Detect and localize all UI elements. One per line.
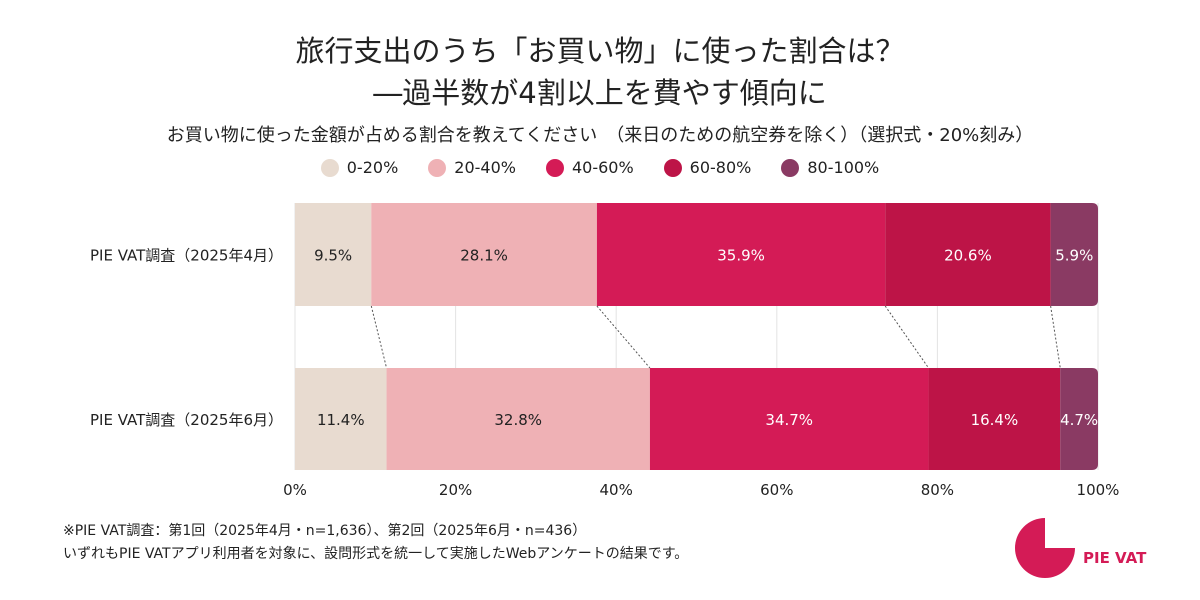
bar-segment (885, 203, 1051, 306)
bar-segment (928, 368, 1061, 470)
data-label: 28.1% (460, 247, 508, 265)
footnotes: ※PIE VAT調査：第1回（2025年4月・n=1,636）、第2回（2025… (63, 520, 688, 566)
chart-title-line2: ―過半数が4割以上を費やす傾向に (373, 76, 827, 110)
bar-segment (649, 368, 929, 470)
data-label: 9.5% (314, 247, 352, 265)
footnote: ※PIE VAT調査：第1回（2025年4月・n=1,636）、第2回（2025… (63, 523, 587, 539)
stacked-bar-chart: 0% 20% 40% 60% 80% 100% PIE VAT調査（2025年4月） 9.5%… (90, 203, 1120, 499)
x-tick-label: 40% (600, 481, 633, 499)
pie-vat-logo-icon (1015, 518, 1075, 578)
logo-text: PIE VAT (1083, 549, 1147, 567)
legend-item: 60-80% (663, 158, 752, 177)
legend-label: 0-20% (346, 158, 399, 177)
legend-swatch (320, 158, 339, 177)
connector-line (596, 305, 651, 369)
connector-line (1050, 305, 1061, 369)
x-tick-label: 0% (283, 481, 307, 499)
legend-item: 20-40% (428, 158, 516, 177)
connector-line (884, 305, 929, 369)
data-label: 16.4% (971, 411, 1019, 429)
bar-segment (295, 368, 387, 470)
x-tick-label: 80% (921, 481, 954, 499)
legend-swatch (663, 158, 682, 177)
legend-swatch (545, 158, 564, 177)
legend-label: 20-40% (454, 158, 516, 177)
bar-segment (371, 203, 597, 306)
legend: 0-20% 20-40% 40-60% 60-80% 80-100% (0, 158, 1200, 177)
bar-segment (596, 203, 886, 306)
bar-segment (1050, 203, 1098, 306)
category-label: PIE VAT調査（2025年4月） (90, 247, 283, 265)
category-label: PIE VAT調査（2025年6月） (90, 411, 283, 429)
data-label: 5.9% (1055, 247, 1093, 265)
footnote: いずれもPIE VATアプリ利用者を対象に、設問形式を統一して実施したWebアン… (63, 546, 689, 562)
legend-item: 0-20% (320, 158, 399, 177)
chart-title: 旅行支出のうち「お買い物」に使った割合は？ (295, 34, 905, 68)
data-label: 20.6% (944, 247, 992, 265)
legend-label: 60-80% (689, 158, 752, 177)
bar-segment (386, 368, 650, 470)
connector-line (370, 305, 388, 369)
bar-segment (295, 203, 372, 306)
x-tick-label: 20% (439, 481, 472, 499)
data-label: 4.7% (1060, 411, 1098, 429)
legend-swatch (781, 158, 800, 177)
data-label: 35.9% (717, 247, 765, 265)
legend-label: 40-60% (571, 158, 634, 177)
x-tick-label: 100% (1077, 481, 1120, 499)
data-label: 11.4% (317, 411, 365, 429)
legend-item: 80-100% (781, 158, 879, 177)
legend-swatch (428, 158, 447, 177)
chart-subtitle: お買い物に使った金額が占める割合を教えてください （来日のための航空券を除く）（… (166, 125, 1034, 146)
legend-label: 80-100% (807, 158, 880, 177)
bar-segment (1060, 368, 1098, 470)
legend-item: 40-60% (545, 158, 634, 177)
data-label: 34.7% (765, 411, 813, 429)
x-tick-label: 60% (760, 481, 793, 499)
data-label: 32.8% (494, 411, 542, 429)
